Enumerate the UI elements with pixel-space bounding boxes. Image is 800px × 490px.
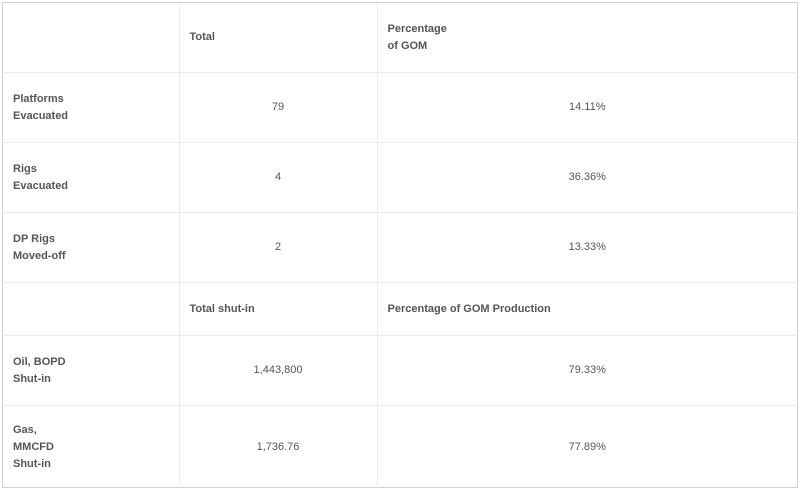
row-label-line1: DP Rigs xyxy=(13,232,55,245)
row-label-line2: Evacuated xyxy=(13,109,69,122)
header-percentage-line2: of GOM xyxy=(387,39,428,52)
header-percentage-line1: Percentage xyxy=(387,22,447,35)
table-row-dp-rigs: DP Rigs Moved-off 2 13.33% xyxy=(3,212,797,283)
oil-percentage: 79.33% xyxy=(377,335,797,406)
header-percentage-of-gom: Percentage of GOM xyxy=(377,3,797,73)
row-label-rigs: Rigs Evacuated xyxy=(3,142,180,213)
table-row-oil: Oil, BOPD Shut-in 1,443,800 79.33% xyxy=(3,335,797,406)
gas-percentage: 77.89% xyxy=(568,440,606,453)
header-total: Total xyxy=(179,3,378,73)
gom-evacuation-table: Total Percentage of GOM Platforms Evacua… xyxy=(3,3,797,488)
header-empty-cell xyxy=(3,3,180,73)
row-label-line1: Oil, BOPD xyxy=(13,355,66,368)
dp-rigs-percentage: 13.33% xyxy=(377,212,797,283)
header-empty-cell xyxy=(3,282,180,336)
table-row-gas: Gas, MMCFD Shut-in 1,736.76 77.89% xyxy=(3,405,797,488)
row-label-line2: MMCFD xyxy=(13,440,54,453)
row-label-platforms: Platforms Evacuated xyxy=(3,72,180,143)
header-percentage-of-gom-production: Percentage of GOM Production xyxy=(377,282,797,336)
row-label-line3: Shut-in xyxy=(13,457,51,470)
row-label-gas: Gas, MMCFD Shut-in xyxy=(3,405,180,488)
row-label-line2: Evacuated xyxy=(13,179,69,192)
row-label-line2: Shut-in xyxy=(13,372,51,385)
header-row-production: Total shut-in Percentage of GOM Producti… xyxy=(3,282,797,336)
header-total-shut-in: Total shut-in xyxy=(179,282,378,336)
row-label-oil: Oil, BOPD Shut-in xyxy=(3,335,180,406)
header-row-evacuation: Total Percentage of GOM xyxy=(3,3,797,73)
row-label-dp-rigs: DP Rigs Moved-off xyxy=(3,212,180,283)
row-label-line1: Rigs xyxy=(13,162,37,175)
rigs-total: 4 xyxy=(179,142,378,213)
gas-total-shut-in: 1,736.76 xyxy=(179,405,378,488)
platforms-total: 79 xyxy=(179,72,378,143)
table-row-platforms: Platforms Evacuated 79 14.11% xyxy=(3,72,797,143)
row-label-line1: Platforms xyxy=(13,92,64,105)
table-row-rigs: Rigs Evacuated 4 36.36% xyxy=(3,142,797,213)
oil-total-shut-in: 1,443,800 xyxy=(179,335,378,406)
platforms-percentage: 14.11% xyxy=(377,72,797,143)
rigs-percentage: 36.36% xyxy=(377,142,797,213)
dp-rigs-total: 2 xyxy=(179,212,378,283)
row-label-line1: Gas, xyxy=(13,423,37,436)
row-label-line2: Moved-off xyxy=(13,249,66,262)
